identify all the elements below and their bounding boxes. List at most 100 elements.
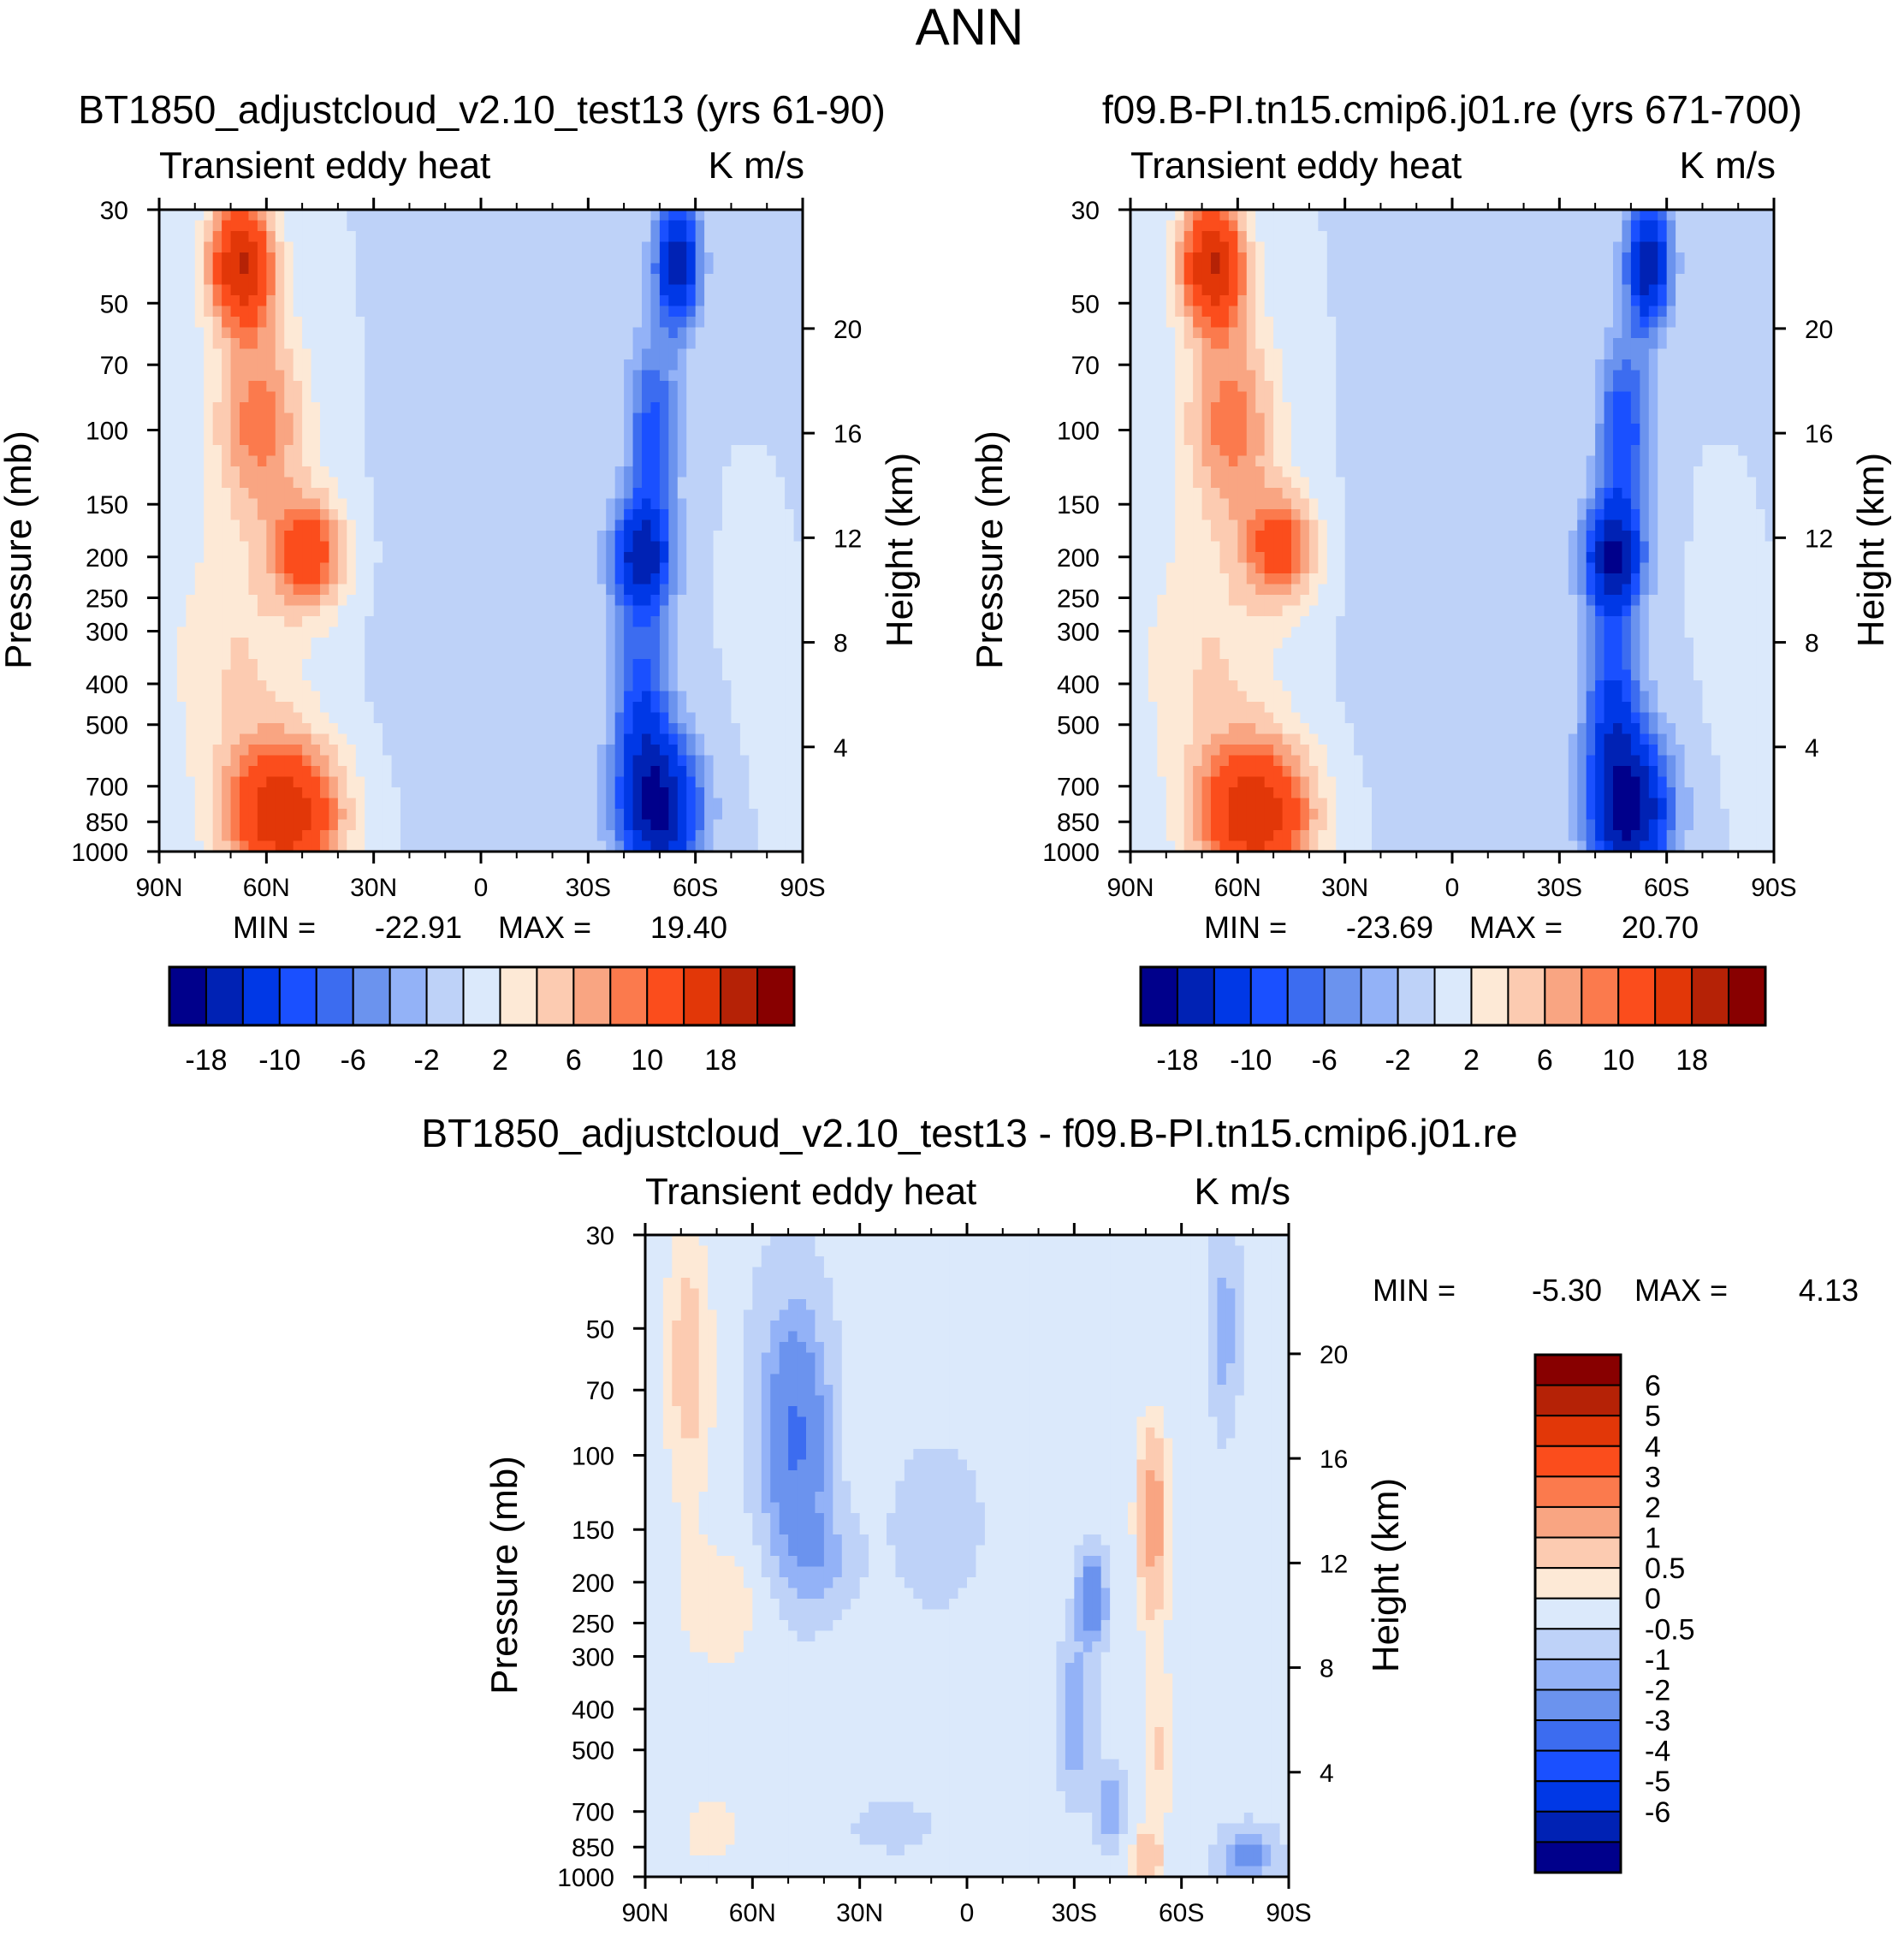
field-cell xyxy=(1676,274,1686,286)
field-cell xyxy=(749,584,759,596)
contour-field xyxy=(1130,210,1775,852)
field-cell xyxy=(1362,263,1373,275)
field-cell xyxy=(767,552,777,564)
field-cell xyxy=(275,220,285,232)
field-cell xyxy=(472,317,482,329)
field-cell xyxy=(302,348,312,360)
field-cell xyxy=(578,445,589,457)
field-cell xyxy=(1559,220,1569,232)
field-cell xyxy=(1308,263,1319,275)
field-cell xyxy=(176,723,187,735)
field-cell xyxy=(409,252,419,264)
field-cell xyxy=(1487,210,1498,222)
field-cell xyxy=(606,263,616,275)
field-cell xyxy=(578,541,589,553)
field-cell xyxy=(588,274,598,286)
field-cell xyxy=(373,295,383,307)
field-cell xyxy=(284,317,294,329)
field-cell xyxy=(311,306,321,318)
field-cell xyxy=(767,359,777,371)
field-cell xyxy=(463,562,473,574)
field-cell xyxy=(347,712,357,724)
field-cell xyxy=(1505,284,1515,296)
field-cell xyxy=(311,477,321,489)
field-cell xyxy=(204,359,214,371)
field-cell xyxy=(1291,252,1302,264)
field-cell xyxy=(1533,284,1543,296)
field-cell xyxy=(329,616,339,628)
field-cell xyxy=(650,702,661,714)
field-cell xyxy=(1533,231,1543,243)
field-cell xyxy=(1765,210,1775,222)
field-cell xyxy=(659,659,669,671)
field-cell xyxy=(481,509,491,521)
field-cell xyxy=(722,702,733,714)
field-cell xyxy=(507,733,518,745)
field-cell xyxy=(1443,231,1453,243)
field-cell xyxy=(686,648,697,660)
field-cell xyxy=(570,552,580,564)
field-cell xyxy=(749,477,759,489)
field-cell xyxy=(481,455,491,467)
field-cell xyxy=(240,274,250,286)
field-cell xyxy=(713,210,723,222)
field-cell xyxy=(337,819,347,831)
field-cell xyxy=(722,295,733,307)
field-cell xyxy=(257,648,267,660)
field-cell xyxy=(507,541,518,553)
field-cell xyxy=(373,745,383,757)
field-cell xyxy=(775,766,786,778)
field-cell xyxy=(284,210,294,222)
field-cell xyxy=(463,605,473,617)
field-cell xyxy=(409,348,419,360)
field-cell xyxy=(168,424,178,436)
field-cell xyxy=(489,798,500,810)
field-cell xyxy=(383,787,393,799)
field-cell xyxy=(739,648,750,660)
field-cell xyxy=(266,573,276,585)
field-cell xyxy=(222,252,232,264)
field-cell xyxy=(1738,220,1748,232)
field-cell xyxy=(383,498,393,510)
field-cell xyxy=(284,584,294,596)
field-cell xyxy=(176,359,187,371)
field-cell xyxy=(302,488,312,500)
field-cell xyxy=(1318,252,1328,264)
field-cell xyxy=(775,755,786,767)
min-label: MIN = xyxy=(233,910,316,945)
field-cell xyxy=(284,424,294,436)
field-cell xyxy=(436,809,446,821)
field-cell xyxy=(793,274,804,286)
field-cell xyxy=(757,509,768,521)
field-cell xyxy=(472,809,482,821)
field-cell xyxy=(186,263,196,275)
field-cell xyxy=(266,755,276,767)
field-cell xyxy=(713,241,723,253)
field-cell xyxy=(489,531,500,543)
field-cell xyxy=(212,669,222,681)
field-cell xyxy=(472,595,482,607)
field-cell xyxy=(266,327,276,339)
field-cell xyxy=(481,263,491,275)
field-cell xyxy=(561,776,572,788)
field-cell xyxy=(731,348,741,360)
field-cell xyxy=(275,712,285,724)
field-cell xyxy=(561,819,572,831)
field-cell xyxy=(1702,274,1712,286)
field-cell xyxy=(659,541,669,553)
field-cell xyxy=(266,252,276,264)
x-tick-label: 30N xyxy=(350,874,397,902)
field-cell xyxy=(588,562,598,574)
colorbar-label: -6 xyxy=(341,1044,366,1077)
field-cell xyxy=(1487,284,1498,296)
field-cell xyxy=(606,317,616,329)
field-cell xyxy=(176,552,187,564)
field-cell xyxy=(1398,210,1409,222)
field-cell xyxy=(1765,241,1775,253)
field-cell xyxy=(614,445,625,457)
field-cell xyxy=(668,509,679,521)
field-cell xyxy=(588,263,598,275)
field-cell xyxy=(481,541,491,553)
field-cell xyxy=(212,616,222,628)
field-cell xyxy=(731,284,741,296)
